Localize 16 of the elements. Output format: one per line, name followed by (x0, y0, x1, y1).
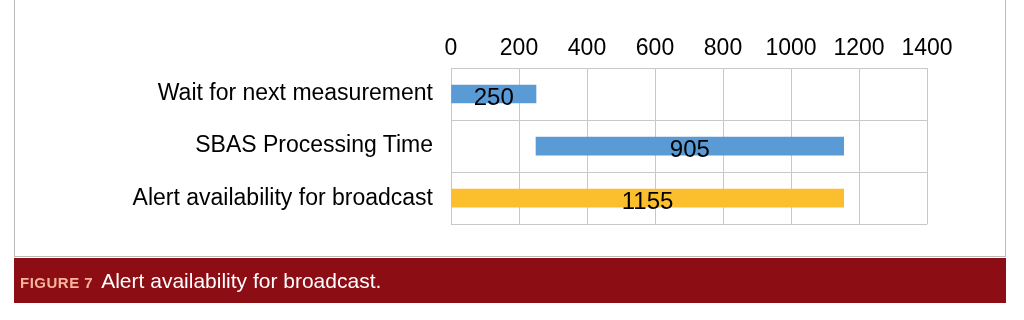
x-tick-label: 1000 (765, 33, 817, 60)
caption: FIGURE 7 (20, 274, 94, 291)
y-tick-label: Alert availability for broadcast (132, 183, 434, 210)
x-tick-label: 600 (635, 33, 675, 60)
x-tick-label: 1200 (833, 33, 885, 60)
x-tick-label: 400 (567, 33, 607, 60)
data-label: 1155 (621, 186, 674, 214)
data-label: 905 (669, 134, 710, 162)
y-tick-label: Wait for next measurement (157, 79, 434, 106)
x-tick-label: 800 (703, 33, 743, 60)
x-tick-label: 200 (499, 33, 539, 60)
y-tick-label: SBAS Processing Time (195, 131, 433, 158)
text: Alert availability for broadcast. (101, 269, 382, 292)
x-tick-label: 1400 (901, 33, 953, 60)
x-tick-label: 0 (444, 33, 458, 60)
data-label: 250 (473, 82, 514, 110)
